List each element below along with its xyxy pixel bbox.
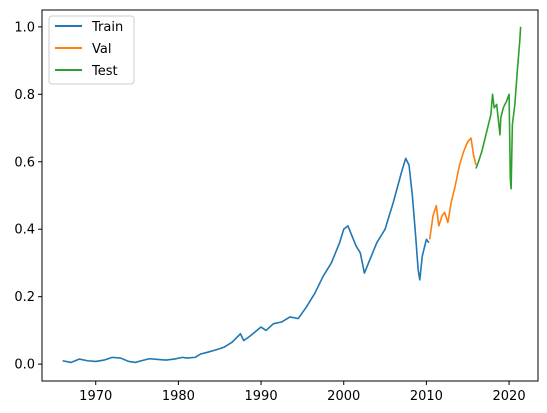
- series-line-train: [62, 157, 430, 364]
- legend-label-train: Train: [91, 20, 123, 35]
- plot-lines: [62, 26, 522, 364]
- y-tick-label: 0.6: [14, 155, 35, 170]
- x-axis-ticks: 1970 1980 1990 2000 2010 2020: [79, 381, 526, 404]
- x-tick-label: 2020: [493, 389, 526, 404]
- x-tick-label: 1980: [162, 389, 195, 404]
- x-tick-label: 2010: [410, 389, 443, 404]
- y-axis-ticks: 0.0 0.2 0.4 0.6 0.8 1.0: [14, 20, 42, 373]
- legend: Train Val Test: [48, 15, 135, 85]
- y-tick-label: 0.2: [14, 290, 35, 305]
- x-tick-label: 1990: [245, 389, 278, 404]
- y-tick-label: 0.4: [14, 223, 35, 238]
- plot-frame: [41, 9, 539, 382]
- y-tick-label: 0.8: [14, 88, 35, 103]
- legend-box: [48, 15, 135, 85]
- legend-label-test: Test: [91, 64, 118, 79]
- y-tick-label: 1.0: [14, 20, 35, 35]
- legend-label-val: Val: [92, 42, 111, 57]
- series-line-test: [475, 26, 522, 190]
- x-tick-label: 1970: [79, 389, 112, 404]
- series-line-val: [428, 137, 477, 240]
- y-tick-label: 0.0: [14, 358, 35, 373]
- x-tick-label: 2000: [327, 389, 360, 404]
